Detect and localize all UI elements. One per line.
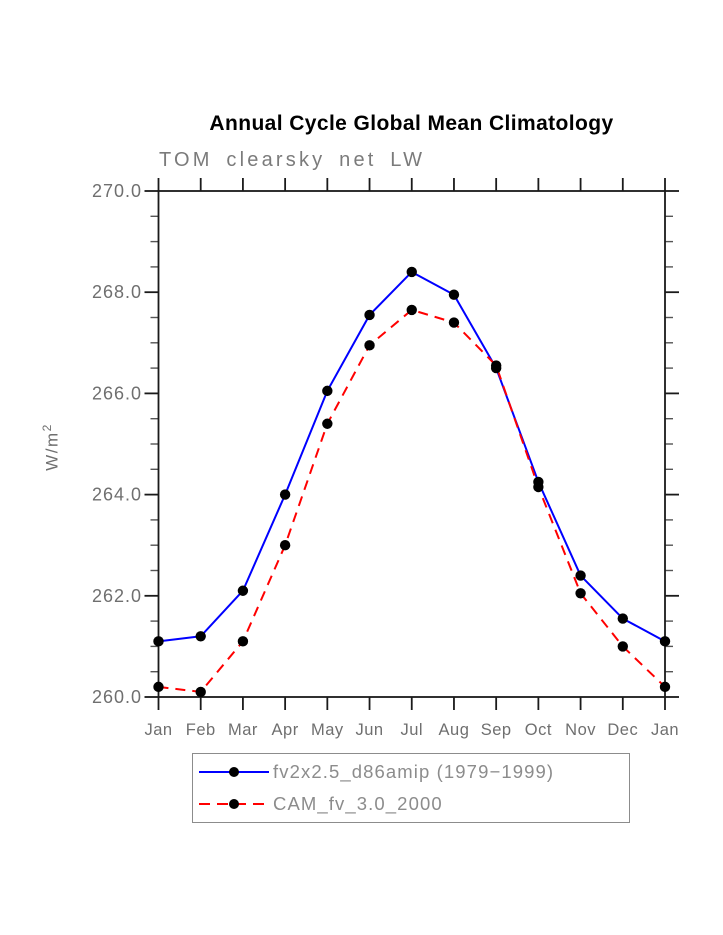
- x-axis-tick-label: May: [311, 721, 344, 739]
- legend-marker-dot: [229, 767, 239, 777]
- data-point-series-1: [406, 304, 417, 316]
- x-axis-tick-label: Oct: [525, 721, 552, 739]
- legend-item-cam-fv-3-0-2000: CAM_fv_3.0_2000: [193, 788, 629, 820]
- y-axis-tick-label: 262.0: [92, 586, 142, 606]
- data-point-series-1: [279, 540, 291, 551]
- x-axis-tick-label: Aug: [439, 721, 470, 739]
- data-point-series-0: [322, 385, 333, 397]
- series-line-0: [158, 270, 666, 643]
- y-axis-tick-label: 266.0: [92, 383, 142, 403]
- x-axis-tick-label: Apr: [272, 721, 299, 739]
- x-axis-tick-label: Jul: [400, 721, 423, 739]
- data-point-series-1: [195, 686, 206, 698]
- y-axis-tick-label: 260.0: [92, 687, 142, 707]
- legend-box: fv2x2.5_d86amip (1979−1999) CAM_fv_3.0_2…: [192, 753, 630, 823]
- data-point-series-1: [659, 681, 671, 693]
- data-point-series-0: [279, 489, 291, 500]
- legend-label-series-1: fv2x2.5_d86amip (1979−1999): [273, 761, 555, 782]
- data-point-series-0: [237, 585, 249, 596]
- data-point-series-1: [490, 360, 502, 371]
- chart-title: Annual Cycle Global Mean Climatology: [209, 112, 614, 135]
- y-axis-tick-label: 270.0: [92, 181, 142, 201]
- data-point-series-0: [448, 289, 460, 300]
- data-point-series-1: [322, 418, 333, 429]
- x-axis-tick-label: Jun: [355, 721, 383, 739]
- data-point-series-0: [195, 631, 206, 642]
- data-point-series-0: [153, 636, 164, 647]
- x-axis-tick-label: Nov: [565, 721, 596, 739]
- data-point-series-1: [575, 588, 586, 599]
- legend-label-series-2: CAM_fv_3.0_2000: [273, 793, 443, 814]
- chart-subtitle: TOM clearsky net LW: [159, 149, 426, 171]
- x-axis-tick-label: Sep: [481, 721, 512, 739]
- data-point-series-1: [533, 481, 544, 493]
- data-point-series-0: [617, 613, 628, 624]
- data-point-series-1: [364, 340, 375, 351]
- data-point-series-1: [448, 317, 460, 328]
- data-point-series-1: [617, 641, 628, 652]
- y-axis-tick-label: 268.0: [92, 282, 142, 302]
- data-point-series-0: [364, 309, 375, 321]
- x-axis-tick-label: Jan: [144, 721, 172, 739]
- legend-item-fv2x2-5-d86amip: fv2x2.5_d86amip (1979−1999): [193, 756, 629, 788]
- x-axis-tick-label: Feb: [186, 721, 216, 739]
- series-line-1: [158, 308, 666, 693]
- data-point-series-0: [575, 570, 586, 581]
- data-point-series-1: [153, 681, 164, 693]
- x-axis-tick-label: Mar: [228, 721, 258, 739]
- legend-sample-solid-line-marker: [199, 767, 269, 777]
- y-axis-tick-label: 264.0: [92, 485, 142, 505]
- x-axis-tick-label: Jan: [651, 721, 679, 739]
- data-point-series-1: [237, 636, 249, 647]
- x-axis-tick-label: Dec: [607, 721, 638, 739]
- legend-marker-dot: [229, 799, 239, 809]
- data-point-series-0: [659, 636, 671, 647]
- plot-border: [157, 190, 666, 698]
- data-point-series-0: [406, 266, 417, 278]
- legend-sample-dashed-line-marker: [199, 799, 269, 809]
